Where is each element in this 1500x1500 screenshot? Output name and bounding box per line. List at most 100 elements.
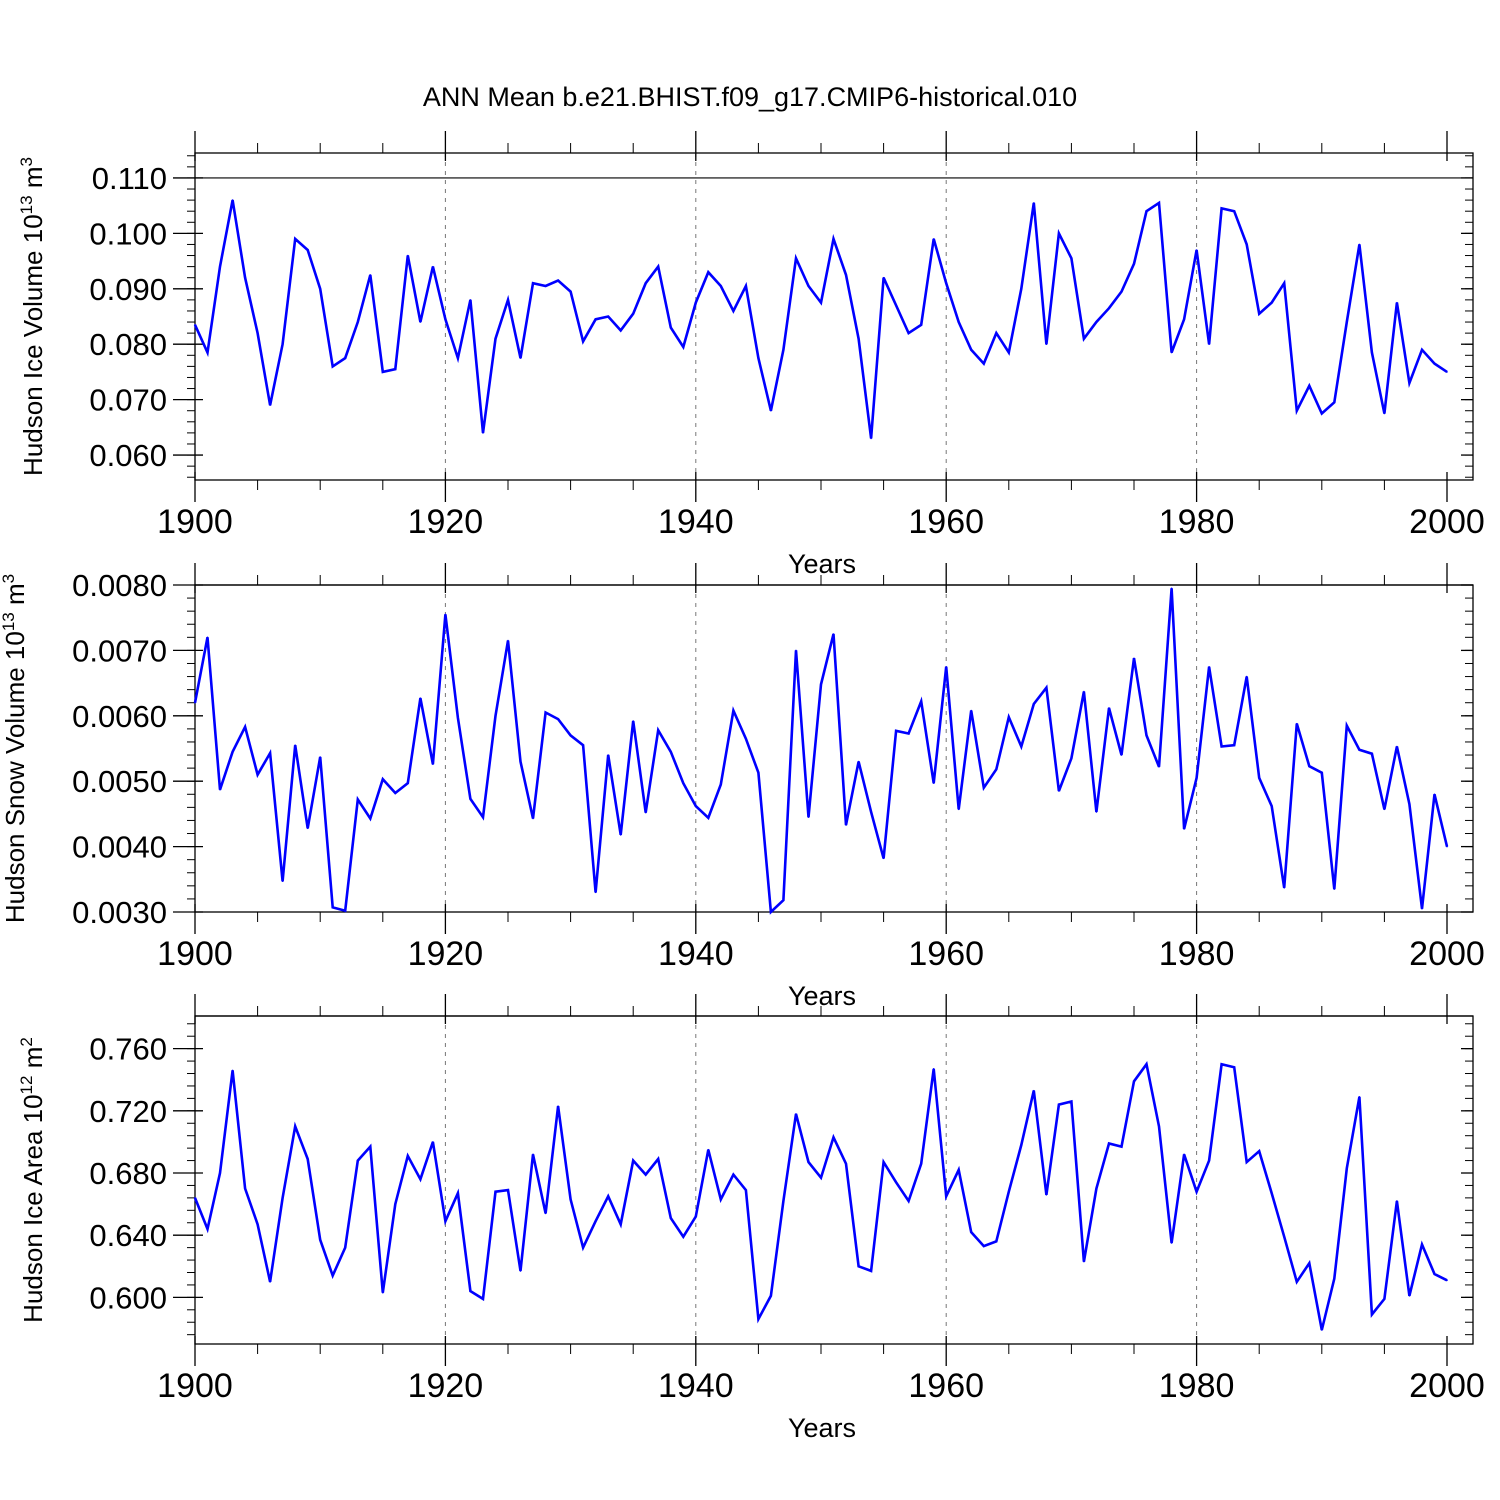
x-axis-label: Years xyxy=(788,981,856,1011)
data-point xyxy=(770,911,772,913)
data-point xyxy=(582,744,584,747)
data-point xyxy=(970,1231,973,1233)
data-point xyxy=(1358,1096,1361,1098)
data-point xyxy=(920,324,922,326)
x-axis-label: Years xyxy=(788,1413,856,1443)
data-point xyxy=(832,633,835,635)
data-point xyxy=(782,1200,785,1202)
plot-frame xyxy=(194,152,1474,481)
data-point xyxy=(1245,1161,1248,1163)
data-point xyxy=(882,276,885,279)
data-point xyxy=(957,808,960,811)
data-point xyxy=(369,817,372,820)
data-point xyxy=(306,827,309,830)
data-point xyxy=(1295,409,1298,412)
data-point xyxy=(1108,1142,1110,1145)
data-point xyxy=(1321,1329,1323,1331)
data-point xyxy=(269,1281,271,1283)
data-point xyxy=(720,783,722,786)
data-point xyxy=(1208,665,1210,668)
data-point xyxy=(344,909,347,912)
data-point xyxy=(695,1215,697,1218)
data-point xyxy=(907,1200,910,1202)
data-point xyxy=(1070,1100,1073,1103)
data-point xyxy=(1333,1277,1336,1280)
data-point xyxy=(619,1223,622,1226)
data-point xyxy=(995,1240,998,1243)
figure-title: ANN Mean b.e21.BHIST.f09_g17.CMIP6-histo… xyxy=(423,82,1077,112)
y-tick-label: 0.600 xyxy=(89,1280,167,1315)
data-point xyxy=(857,337,860,340)
data-point xyxy=(419,697,422,699)
data-point xyxy=(1396,1200,1398,1202)
data-point xyxy=(1095,1187,1098,1190)
x-tick-label: 1900 xyxy=(157,935,233,973)
data-point xyxy=(194,324,196,326)
data-point xyxy=(732,1173,735,1176)
data-point xyxy=(306,1158,309,1160)
y-tick-label: 0.0080 xyxy=(72,568,167,603)
data-point xyxy=(1446,845,1448,848)
y-axis-label-exponent: 12 xyxy=(17,1076,36,1095)
data-point xyxy=(432,265,434,268)
data-point xyxy=(1383,808,1386,811)
data-point xyxy=(807,816,810,818)
data-point xyxy=(419,321,422,323)
data-point xyxy=(995,768,998,771)
data-point xyxy=(1145,734,1148,737)
data-point xyxy=(519,760,522,763)
data-point xyxy=(1433,793,1436,796)
data-point xyxy=(231,199,234,201)
data-point xyxy=(594,891,597,894)
y-axis-label-exponent: 13 xyxy=(0,612,18,631)
data-point xyxy=(1195,249,1198,251)
data-point xyxy=(720,285,722,287)
data-point xyxy=(707,817,710,819)
data-point xyxy=(1433,362,1436,365)
data-point xyxy=(1421,907,1423,910)
y-axis-label-unit-exponent: 2 xyxy=(17,1037,36,1046)
data-point xyxy=(482,432,484,434)
data-point xyxy=(507,639,509,642)
data-point xyxy=(945,282,947,285)
data-point xyxy=(820,1176,822,1179)
data-point xyxy=(394,1203,397,1205)
data-point xyxy=(1083,690,1085,693)
data-point xyxy=(1270,1192,1273,1195)
data-point xyxy=(532,1153,534,1156)
data-point xyxy=(920,1162,922,1165)
data-point xyxy=(194,701,196,704)
data-point xyxy=(1070,257,1073,260)
data-point xyxy=(369,1145,372,1148)
data-point xyxy=(1346,724,1348,727)
data-point xyxy=(982,362,985,365)
data-point xyxy=(1358,749,1361,751)
data-point xyxy=(1083,337,1085,340)
data-point xyxy=(231,750,234,753)
data-point xyxy=(331,906,334,909)
data-point xyxy=(1083,1260,1085,1263)
data-point xyxy=(632,1159,634,1162)
data-point xyxy=(1371,351,1373,354)
data-point xyxy=(607,754,609,756)
data-point xyxy=(1283,282,1286,285)
data-point xyxy=(970,709,973,712)
data-point xyxy=(331,1274,334,1277)
data-point xyxy=(281,343,284,346)
data-point xyxy=(1321,771,1323,774)
data-point xyxy=(582,340,584,343)
data-point xyxy=(507,1189,509,1191)
data-point xyxy=(770,409,772,412)
data-point xyxy=(607,315,609,318)
data-point xyxy=(482,816,484,818)
data-point xyxy=(932,782,935,784)
data-point xyxy=(757,771,760,774)
data-point xyxy=(1170,351,1173,354)
data-point xyxy=(356,321,359,323)
x-tick-label: 1900 xyxy=(157,503,233,541)
x-tick-label: 1920 xyxy=(408,935,484,973)
data-point xyxy=(1408,803,1411,805)
data-point xyxy=(970,348,973,351)
data-point xyxy=(244,276,246,279)
data-point xyxy=(319,1239,322,1241)
